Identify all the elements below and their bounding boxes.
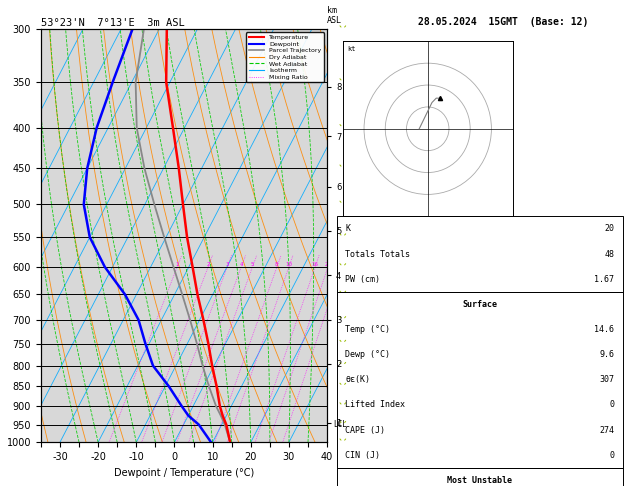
Text: 53°23'N  7°13'E  3m ASL: 53°23'N 7°13'E 3m ASL: [41, 18, 185, 28]
Text: 1.67: 1.67: [594, 275, 614, 284]
Text: 20: 20: [604, 225, 614, 233]
Text: 2: 2: [206, 262, 210, 267]
Text: Most Unstable: Most Unstable: [447, 476, 512, 485]
Text: 274: 274: [599, 426, 614, 434]
Text: LCL: LCL: [333, 420, 347, 429]
Text: 16: 16: [311, 262, 318, 267]
Text: 20: 20: [325, 262, 331, 267]
Text: kt: kt: [347, 46, 355, 52]
Text: 28.05.2024  15GMT  (Base: 12): 28.05.2024 15GMT (Base: 12): [418, 17, 588, 27]
Text: km
ASL: km ASL: [327, 6, 342, 25]
Text: Surface: Surface: [462, 300, 497, 309]
X-axis label: Dewpoint / Temperature (°C): Dewpoint / Temperature (°C): [114, 468, 254, 478]
Text: Temp (°C): Temp (°C): [345, 325, 390, 334]
Text: Dewp (°C): Dewp (°C): [345, 350, 390, 359]
Text: 14.6: 14.6: [594, 325, 614, 334]
Text: CIN (J): CIN (J): [345, 451, 380, 460]
Text: θε(K): θε(K): [345, 375, 370, 384]
Text: 8: 8: [275, 262, 279, 267]
Text: Totals Totals: Totals Totals: [345, 249, 410, 259]
Text: 9.6: 9.6: [599, 350, 614, 359]
Text: 1: 1: [175, 262, 179, 267]
Legend: Temperature, Dewpoint, Parcel Trajectory, Dry Adiabat, Wet Adiabat, Isotherm, Mi: Temperature, Dewpoint, Parcel Trajectory…: [246, 32, 324, 83]
Text: 0: 0: [609, 451, 614, 460]
Text: CAPE (J): CAPE (J): [345, 426, 385, 434]
Text: 48: 48: [604, 249, 614, 259]
Text: 4: 4: [240, 262, 243, 267]
Text: K: K: [345, 225, 350, 233]
Text: Lifted Index: Lifted Index: [345, 400, 405, 410]
Text: 5: 5: [251, 262, 254, 267]
Bar: [337, 292, 623, 468]
Bar: [337, 216, 623, 292]
Text: PW (cm): PW (cm): [345, 275, 380, 284]
Bar: [337, 468, 623, 486]
Y-axis label: hPa: hPa: [0, 227, 1, 244]
Text: 10: 10: [286, 262, 292, 267]
Text: 307: 307: [599, 375, 614, 384]
Text: 0: 0: [609, 400, 614, 410]
Text: 3: 3: [225, 262, 229, 267]
